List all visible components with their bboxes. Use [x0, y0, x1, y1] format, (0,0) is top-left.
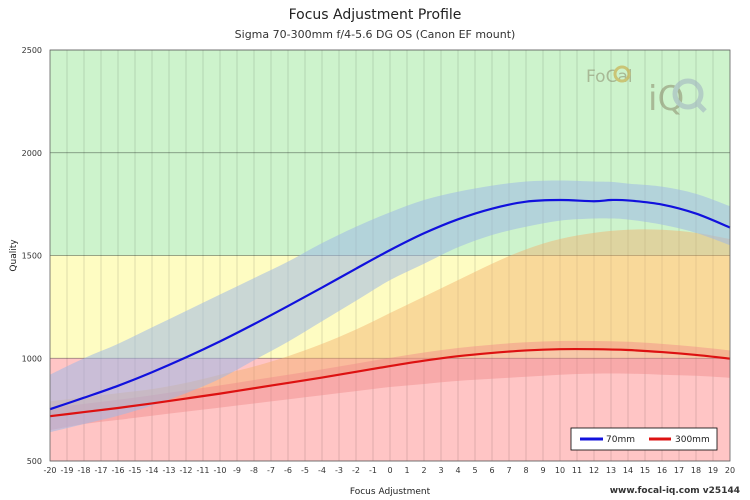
x-axis-title: Focus Adjustment [350, 487, 431, 497]
x-tick-label: 18 [691, 466, 701, 475]
x-tick-label: 19 [708, 466, 718, 475]
x-tick-label: -8 [250, 466, 258, 475]
legend-label-300mm: 300mm [675, 435, 710, 445]
plot-border [49, 49, 731, 462]
y-tick-label: 2000 [22, 149, 42, 158]
x-tick-label: -3 [335, 466, 343, 475]
x-tick-label: 5 [472, 466, 477, 475]
x-tick-label: 15 [640, 466, 650, 475]
y-tick-label: 500 [27, 457, 42, 466]
x-tick-label: -14 [145, 466, 158, 475]
x-tick-label: 6 [489, 466, 494, 475]
x-tick-label: -18 [77, 466, 90, 475]
x-tick-label: 14 [623, 466, 633, 475]
x-tick-label: -9 [233, 466, 241, 475]
logo-ring [613, 65, 631, 83]
x-tick-label: -6 [284, 466, 292, 475]
band-70mm [50, 180, 730, 433]
chart-subtitle: Sigma 70-300mm f/4-5.6 DG OS (Canon EF m… [234, 28, 516, 41]
x-tick-label: -11 [196, 466, 209, 475]
x-tick-label: 3 [438, 466, 443, 475]
x-tick-label: 13 [606, 466, 616, 475]
x-tick-label: -5 [301, 466, 309, 475]
x-tick-label: 1 [404, 466, 409, 475]
x-tick-label: 2 [421, 466, 426, 475]
x-tick-label: 11 [572, 466, 582, 475]
logo-text: FoCal [586, 67, 633, 87]
x-tick-label: 8 [523, 466, 528, 475]
x-tick-label: -12 [179, 466, 192, 475]
chart-title: Focus Adjustment Profile [288, 7, 462, 23]
x-tick-label: -2 [352, 466, 360, 475]
x-tick-label: 12 [589, 466, 599, 475]
y-tick-label: 2500 [22, 46, 42, 55]
legend-box [570, 427, 718, 451]
band-300mm-upper [50, 229, 730, 417]
x-tick-label: 20 [725, 466, 735, 475]
x-tick-label: -16 [111, 466, 124, 475]
footer-watermark: www.focal-iq.com v25144 [609, 486, 740, 496]
x-tick-label: -17 [94, 466, 107, 475]
x-tick-label: 7 [506, 466, 511, 475]
x-tick-label: -20 [43, 466, 56, 475]
x-tick-label: 4 [455, 466, 460, 475]
series-line-300mm [49, 347, 731, 418]
legend: 70mm 300mm [570, 427, 718, 451]
legend-label-70mm: 70mm [606, 435, 635, 445]
x-tick-label: 16 [657, 466, 667, 475]
x-tick-label: -1 [369, 466, 377, 475]
x-tick-label: -19 [60, 466, 73, 475]
x-tick-label: 10 [555, 466, 565, 475]
x-tick-label: -7 [267, 466, 275, 475]
x-tick-label: 0 [387, 466, 392, 475]
x-tick-label: 9 [540, 466, 545, 475]
band-300mm [50, 340, 730, 431]
x-tick-label: 17 [674, 466, 684, 475]
x-tick-label: -10 [213, 466, 226, 475]
y-tick-label: 1500 [22, 252, 42, 261]
logo-handle [695, 101, 707, 113]
y-tick-label: 1000 [22, 354, 42, 363]
series-line-70mm [49, 198, 731, 411]
x-tick-label: -4 [318, 466, 326, 475]
y-axis-title: Quality [9, 239, 19, 272]
logo-lens [672, 78, 704, 110]
x-tick-label: -15 [128, 466, 141, 475]
x-tick-label: -13 [162, 466, 175, 475]
